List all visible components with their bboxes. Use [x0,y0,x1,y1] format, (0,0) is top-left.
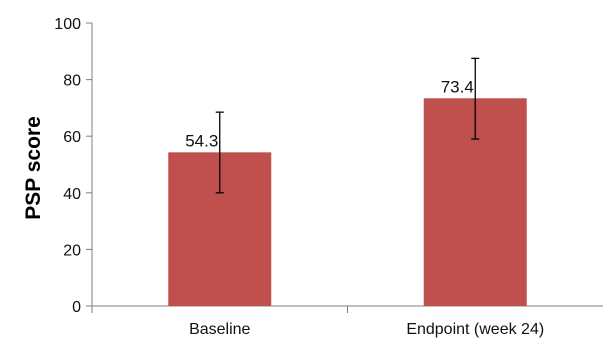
x-category-label: Baseline [189,321,250,338]
data-label: 54.3 [185,131,218,150]
y-tick-label: 80 [63,73,81,90]
y-axis-title: PSP score [22,116,45,220]
y-tick-label: 0 [72,299,81,316]
x-category-label: Endpoint (week 24) [406,321,544,338]
y-tick-label: 20 [63,242,81,259]
y-tick-label: 100 [54,16,81,33]
plot-area: 0 20 40 60 80 100 54.3 Baseline 73.4 Endpoint (we… [54,16,603,338]
y-tick-label: 60 [63,129,81,146]
data-label: 73.4 [441,77,474,96]
y-tick-label: 40 [63,186,81,203]
